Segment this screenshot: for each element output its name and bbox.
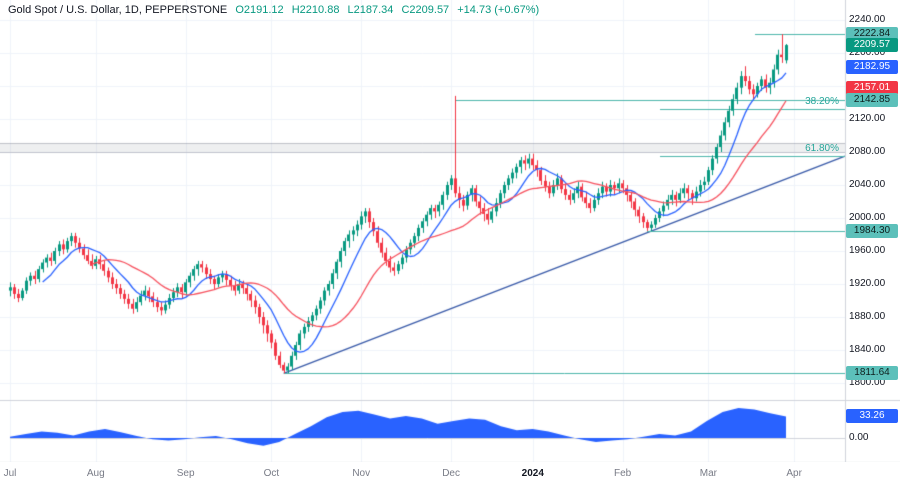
price-axis[interactable]: 2240.002200.002160.002120.002080.002040.…: [845, 0, 900, 462]
time-axis-label: Mar: [699, 468, 718, 479]
indicator-value-label[interactable]: 33.26: [846, 409, 898, 424]
price-axis-tick: 2080.00: [849, 146, 886, 157]
chart-legend: Gold Spot / U.S. Dollar, 1D, PEPPERSTONE…: [8, 4, 539, 16]
time-axis-label: 2024: [521, 468, 544, 479]
price-level-label[interactable]: 2222.84: [846, 27, 898, 42]
fib-level-label[interactable]: 61.80%: [805, 142, 839, 154]
price-level-label[interactable]: 2142.85: [846, 93, 898, 108]
price-level-label[interactable]: 2157.01: [846, 81, 898, 96]
legend-open: O2191.12: [235, 4, 284, 16]
legend-close: C2209.57: [401, 4, 450, 16]
price-axis-tick: 2200.00: [849, 47, 886, 58]
time-axis-label: Aug: [86, 468, 105, 479]
time-axis-label: Dec: [442, 468, 460, 479]
price-level-label[interactable]: 1984.30: [846, 223, 898, 238]
price-axis-tick: 2000.00: [849, 212, 886, 223]
price-axis-tick: 2120.00: [849, 113, 886, 124]
price-axis-tick: 1960.00: [849, 245, 886, 256]
legend-low: L2187.34: [347, 4, 394, 16]
price-axis-tick: 1840.00: [849, 344, 886, 355]
price-level-label[interactable]: 2209.57: [846, 38, 898, 53]
fib-level-label[interactable]: 38.20%: [805, 96, 839, 108]
time-axis-label: Apr: [786, 468, 802, 479]
price-level-label[interactable]: 1811.64: [846, 366, 898, 381]
price-axis-tick: 1920.00: [849, 278, 886, 289]
time-axis[interactable]: Jul Aug Sep Oct Nov Dec 2024 Feb Mar Apr: [0, 462, 900, 486]
time-axis-label: Jul: [3, 468, 17, 479]
legend-change: +14.73 (+0.67%): [457, 4, 540, 16]
price-axis-tick: 2240.00: [849, 14, 886, 25]
time-axis-label: Feb: [614, 468, 632, 479]
price-axis-tick: 1880.00: [849, 311, 886, 322]
price-level-label[interactable]: 2182.95: [846, 60, 898, 75]
indicator-zero-tick: 0.00: [849, 432, 869, 443]
time-axis-label: Nov: [352, 468, 371, 479]
legend-high: H2210.88: [291, 4, 340, 16]
symbol-title[interactable]: Gold Spot / U.S. Dollar, 1D, PEPPERSTONE: [8, 4, 228, 16]
time-axis-label: Oct: [263, 468, 280, 479]
price-axis-tick: 1800.00: [849, 377, 886, 388]
time-axis-label: Sep: [176, 468, 195, 479]
price-axis-tick: 2040.00: [849, 179, 886, 190]
